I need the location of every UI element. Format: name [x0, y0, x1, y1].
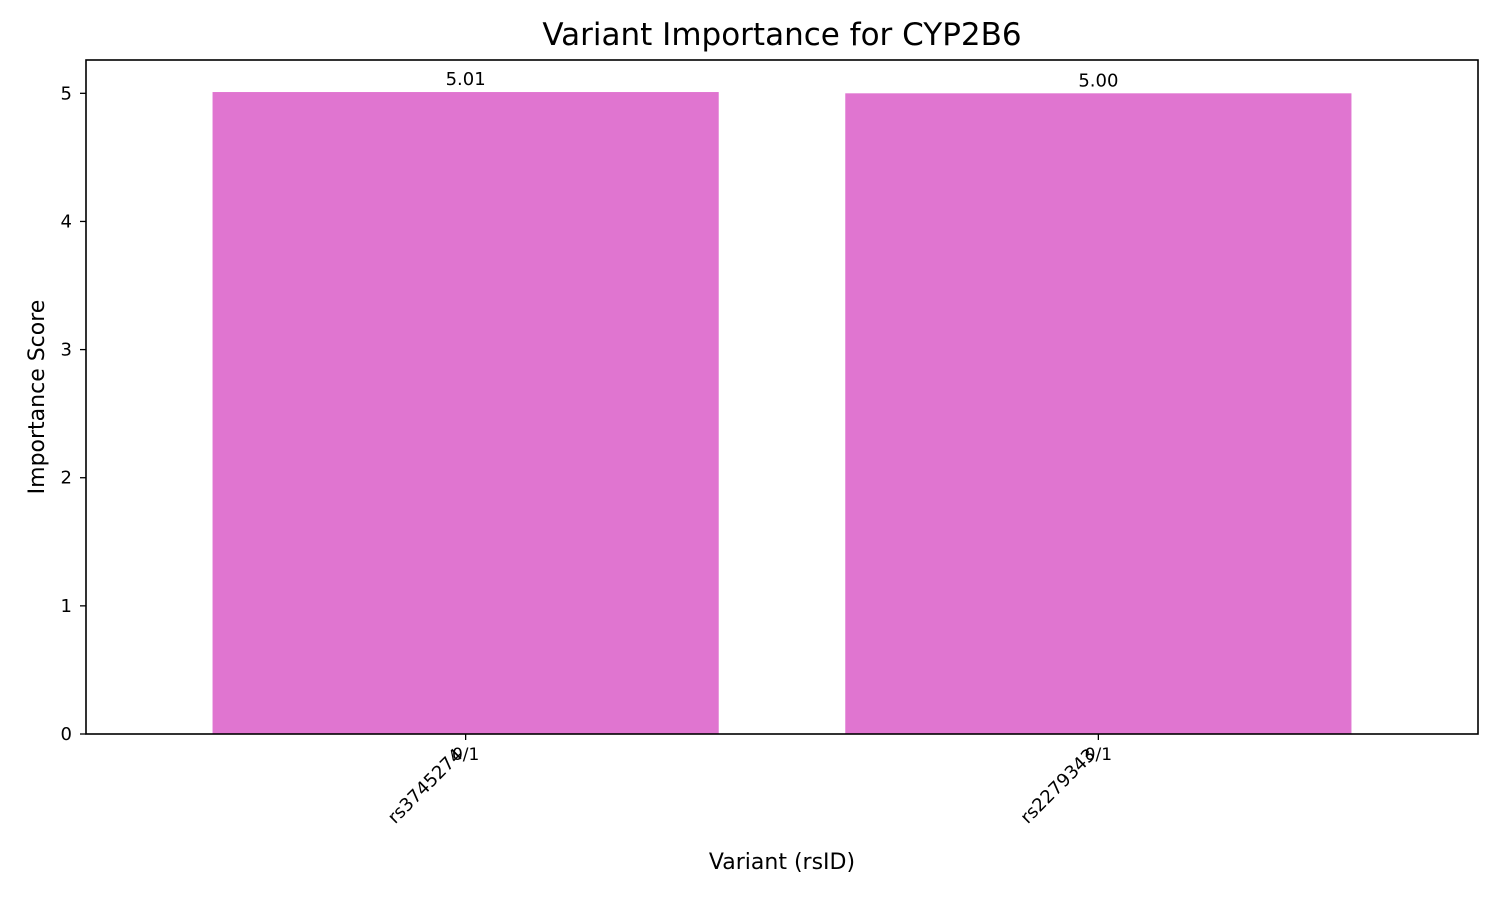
genotype-label-rs3745274: 0/1 — [452, 745, 479, 765]
bar-rs3745274 — [212, 92, 719, 734]
y-tick-label-5: 5 — [61, 83, 72, 104]
y-axis-label: Importance Score — [25, 300, 50, 495]
y-tick-label-3: 3 — [61, 340, 72, 361]
plot-frame — [85, 59, 1479, 735]
chart-title: Variant Importance for CYP2B6 — [542, 17, 1021, 53]
bar-rs2279343 — [845, 93, 1352, 734]
y-tick-label-0: 0 — [61, 724, 72, 745]
y-tick-label-4: 4 — [61, 211, 72, 232]
x-axis-label: Variant (rsID) — [709, 850, 855, 875]
data-label-rs3745274: 5.01 — [446, 69, 486, 90]
data-label-rs2279343: 5.00 — [1078, 70, 1118, 91]
y-tick-label-2: 2 — [61, 468, 72, 489]
y-tick-label-1: 1 — [61, 596, 72, 617]
genotype-label-rs2279343: 0/1 — [1085, 745, 1112, 765]
